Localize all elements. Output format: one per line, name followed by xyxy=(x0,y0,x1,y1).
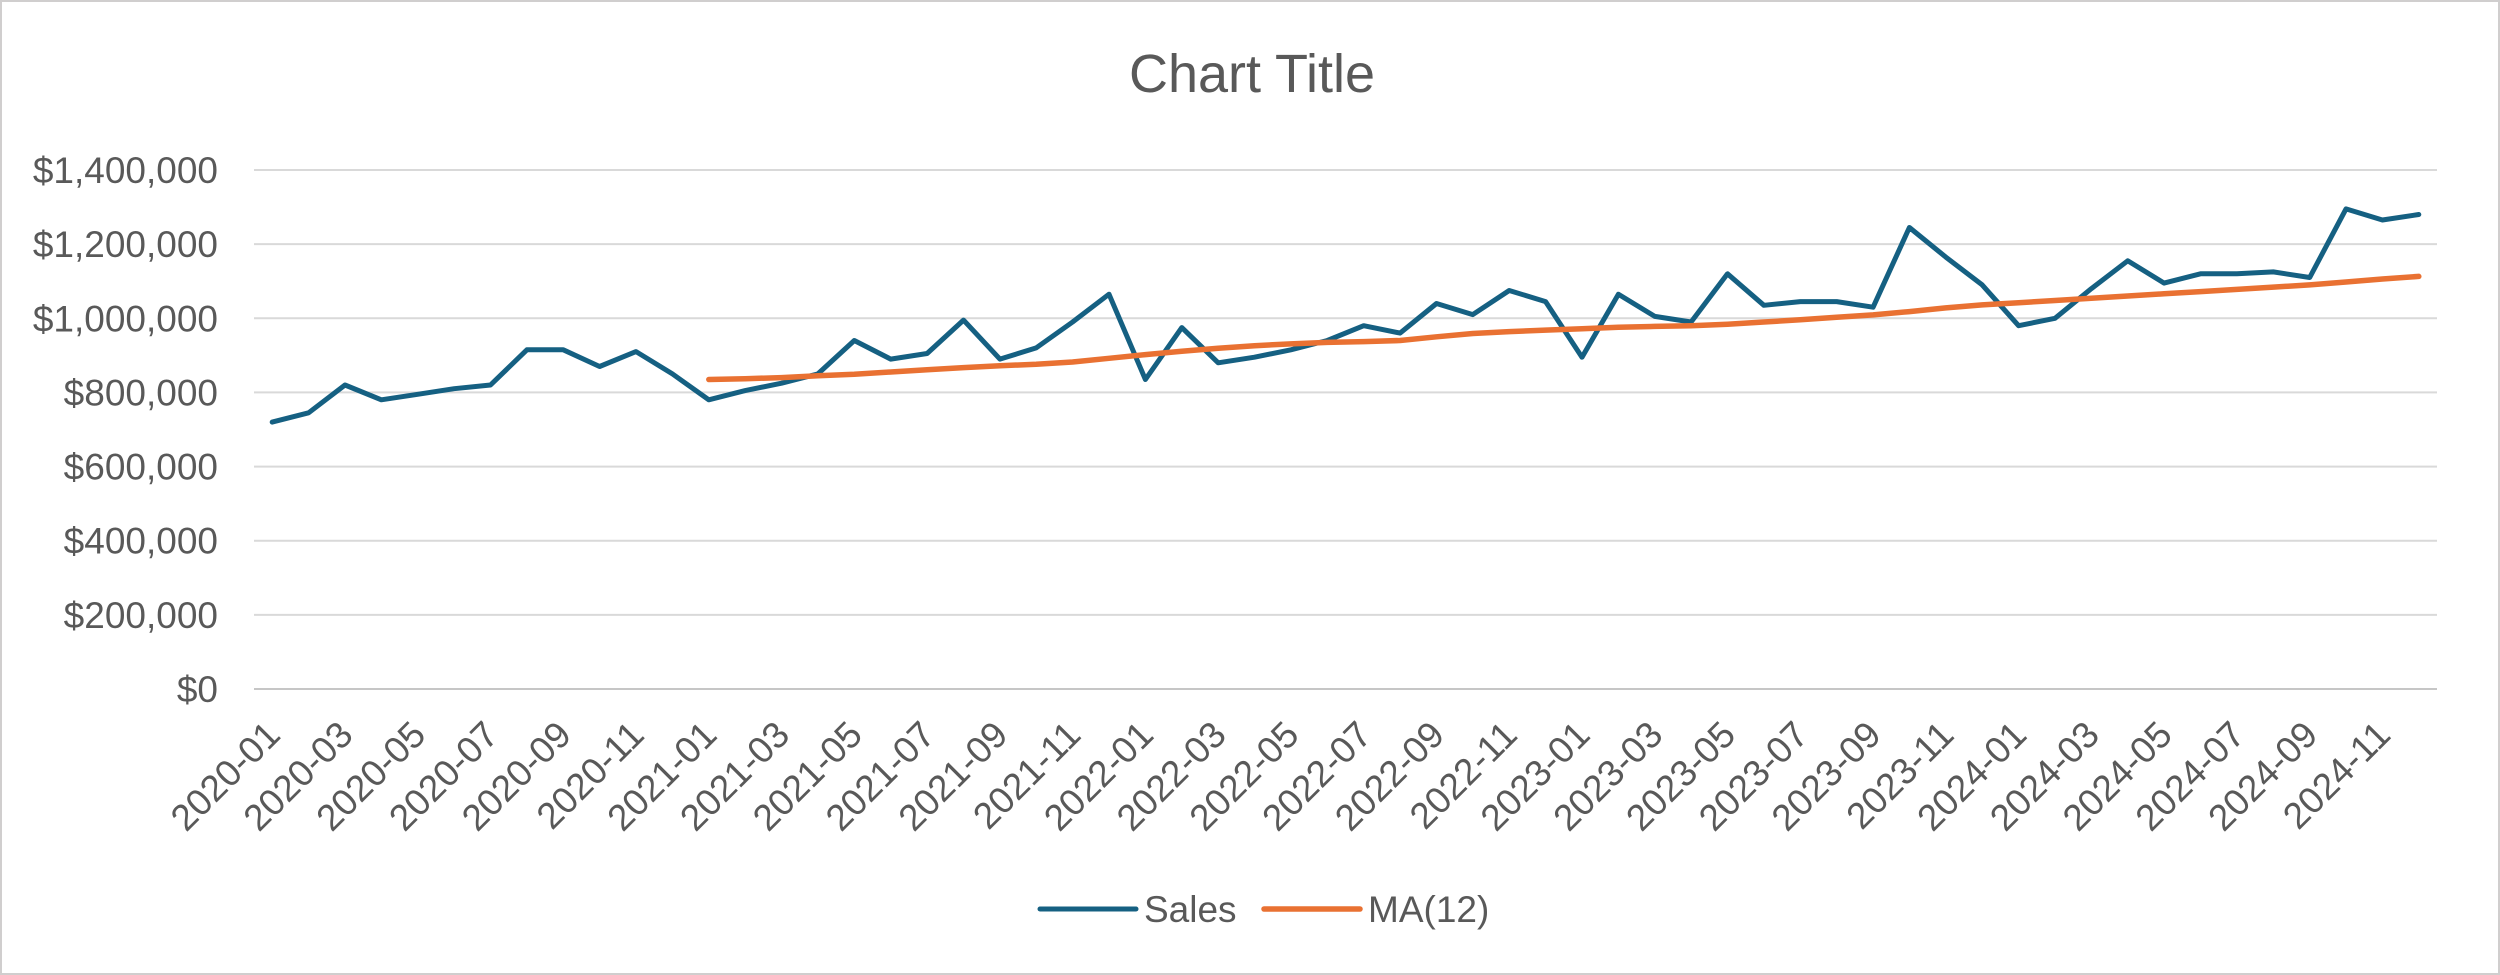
y-axis-tick-label: $600,000 xyxy=(64,447,218,488)
y-axis-tick-label: $200,000 xyxy=(64,595,218,636)
legend-label-sales: Sales xyxy=(1144,889,1237,930)
gridlines xyxy=(254,169,2437,690)
x-axis-labels: 2020-012020-032020-052020-072020-092020-… xyxy=(163,714,2398,839)
chart-title: Chart Title xyxy=(1129,44,1375,104)
series-lines xyxy=(269,206,2422,425)
legend-item-ma12: MA(12) xyxy=(1261,889,1489,930)
sales-line xyxy=(269,206,2422,425)
y-axis-tick-label: $1,200,000 xyxy=(33,224,218,265)
legend: Sales MA(12) xyxy=(1037,889,1489,930)
y-axis-labels: $0 $200,000 $400,000 $600,000 $800,000 $1,000… xyxy=(33,150,218,710)
ma12-line xyxy=(706,273,2422,383)
legend-item-sales: Sales xyxy=(1037,889,1237,930)
y-axis-tick-label: $800,000 xyxy=(64,372,218,413)
y-axis-tick-label: $1,000,000 xyxy=(33,298,218,339)
y-axis-tick-label: $0 xyxy=(177,669,218,710)
y-axis-tick-label: $400,000 xyxy=(64,521,218,562)
y-axis-tick-label: $1,400,000 xyxy=(33,150,218,191)
legend-label-ma12: MA(12) xyxy=(1368,889,1489,930)
